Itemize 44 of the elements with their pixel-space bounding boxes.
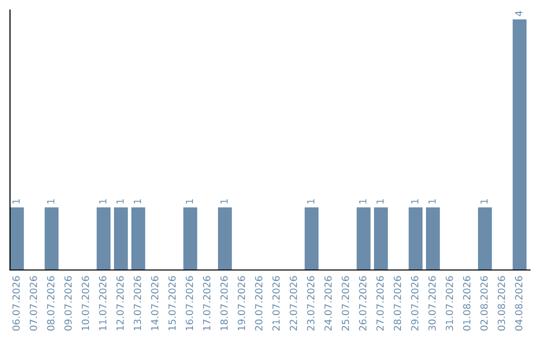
- x-tick-label: 06.07.2026: [12, 276, 20, 331]
- data-label: 1: [47, 199, 54, 204]
- data-label: 1: [116, 199, 124, 204]
- x-tick-label: 27.07.2026: [376, 276, 384, 331]
- data-label: 1: [12, 199, 20, 204]
- x-tick-label: 20.07.2026: [255, 276, 262, 331]
- data-label: 1: [99, 199, 106, 204]
- x-tick-label: 22.07.2026: [290, 276, 298, 331]
- x-tick-label: 30.07.2026: [428, 276, 436, 330]
- x-tick-label: 23.07.2026: [307, 276, 314, 331]
- data-label: 1: [134, 199, 141, 204]
- x-tick-label: 01.08.2026: [463, 276, 470, 331]
- data-label: 1: [376, 199, 384, 204]
- x-tick-label: 24.07.2026: [324, 276, 332, 331]
- data-label: 1: [428, 199, 436, 204]
- x-tick-label: 07.07.2026: [30, 276, 38, 331]
- x-tick-label: 04.08.2026: [515, 276, 522, 331]
- x-tick-label: 12.07.2026: [116, 276, 124, 330]
- x-tick-label: 13.07.2026: [134, 276, 142, 330]
- x-tick-label: 10.07.2026: [82, 276, 90, 330]
- x-tick-label: 26.07.2026: [359, 276, 366, 331]
- x-tick-label: 08.07.2026: [47, 276, 54, 331]
- data-label: 1: [186, 199, 193, 204]
- x-tick-label: 29.07.2026: [411, 276, 418, 331]
- x-tick-label: 15.07.2026: [168, 276, 176, 330]
- x-tick-label: 31.07.2026: [446, 276, 454, 330]
- data-label: 1: [307, 199, 314, 204]
- data-label: 1: [220, 199, 228, 204]
- x-tick-label: 03.08.2026: [498, 276, 506, 331]
- data-label: 4: [515, 10, 522, 16]
- x-tick-label: 14.07.2026: [151, 276, 158, 330]
- x-tick-label: 18.07.2026: [220, 276, 228, 330]
- x-tick-label: 11.07.2026: [99, 276, 106, 330]
- x-tick-label: 17.07.2026: [203, 276, 210, 330]
- x-tick-label: 02.08.2026: [480, 276, 488, 331]
- x-tick-label: 16.07.2026: [186, 276, 194, 330]
- x-tick-label: 09.07.2026: [64, 276, 72, 331]
- x-tick-label: 19.07.2026: [238, 276, 246, 330]
- x-tick-label: 21.07.2026: [272, 276, 280, 331]
- x-tick-label: 25.07.2026: [342, 276, 350, 331]
- x-tick-label: 28.07.2026: [394, 276, 402, 331]
- data-label: 1: [480, 199, 488, 204]
- data-label: 1: [411, 199, 418, 204]
- data-label: 1: [359, 199, 366, 204]
